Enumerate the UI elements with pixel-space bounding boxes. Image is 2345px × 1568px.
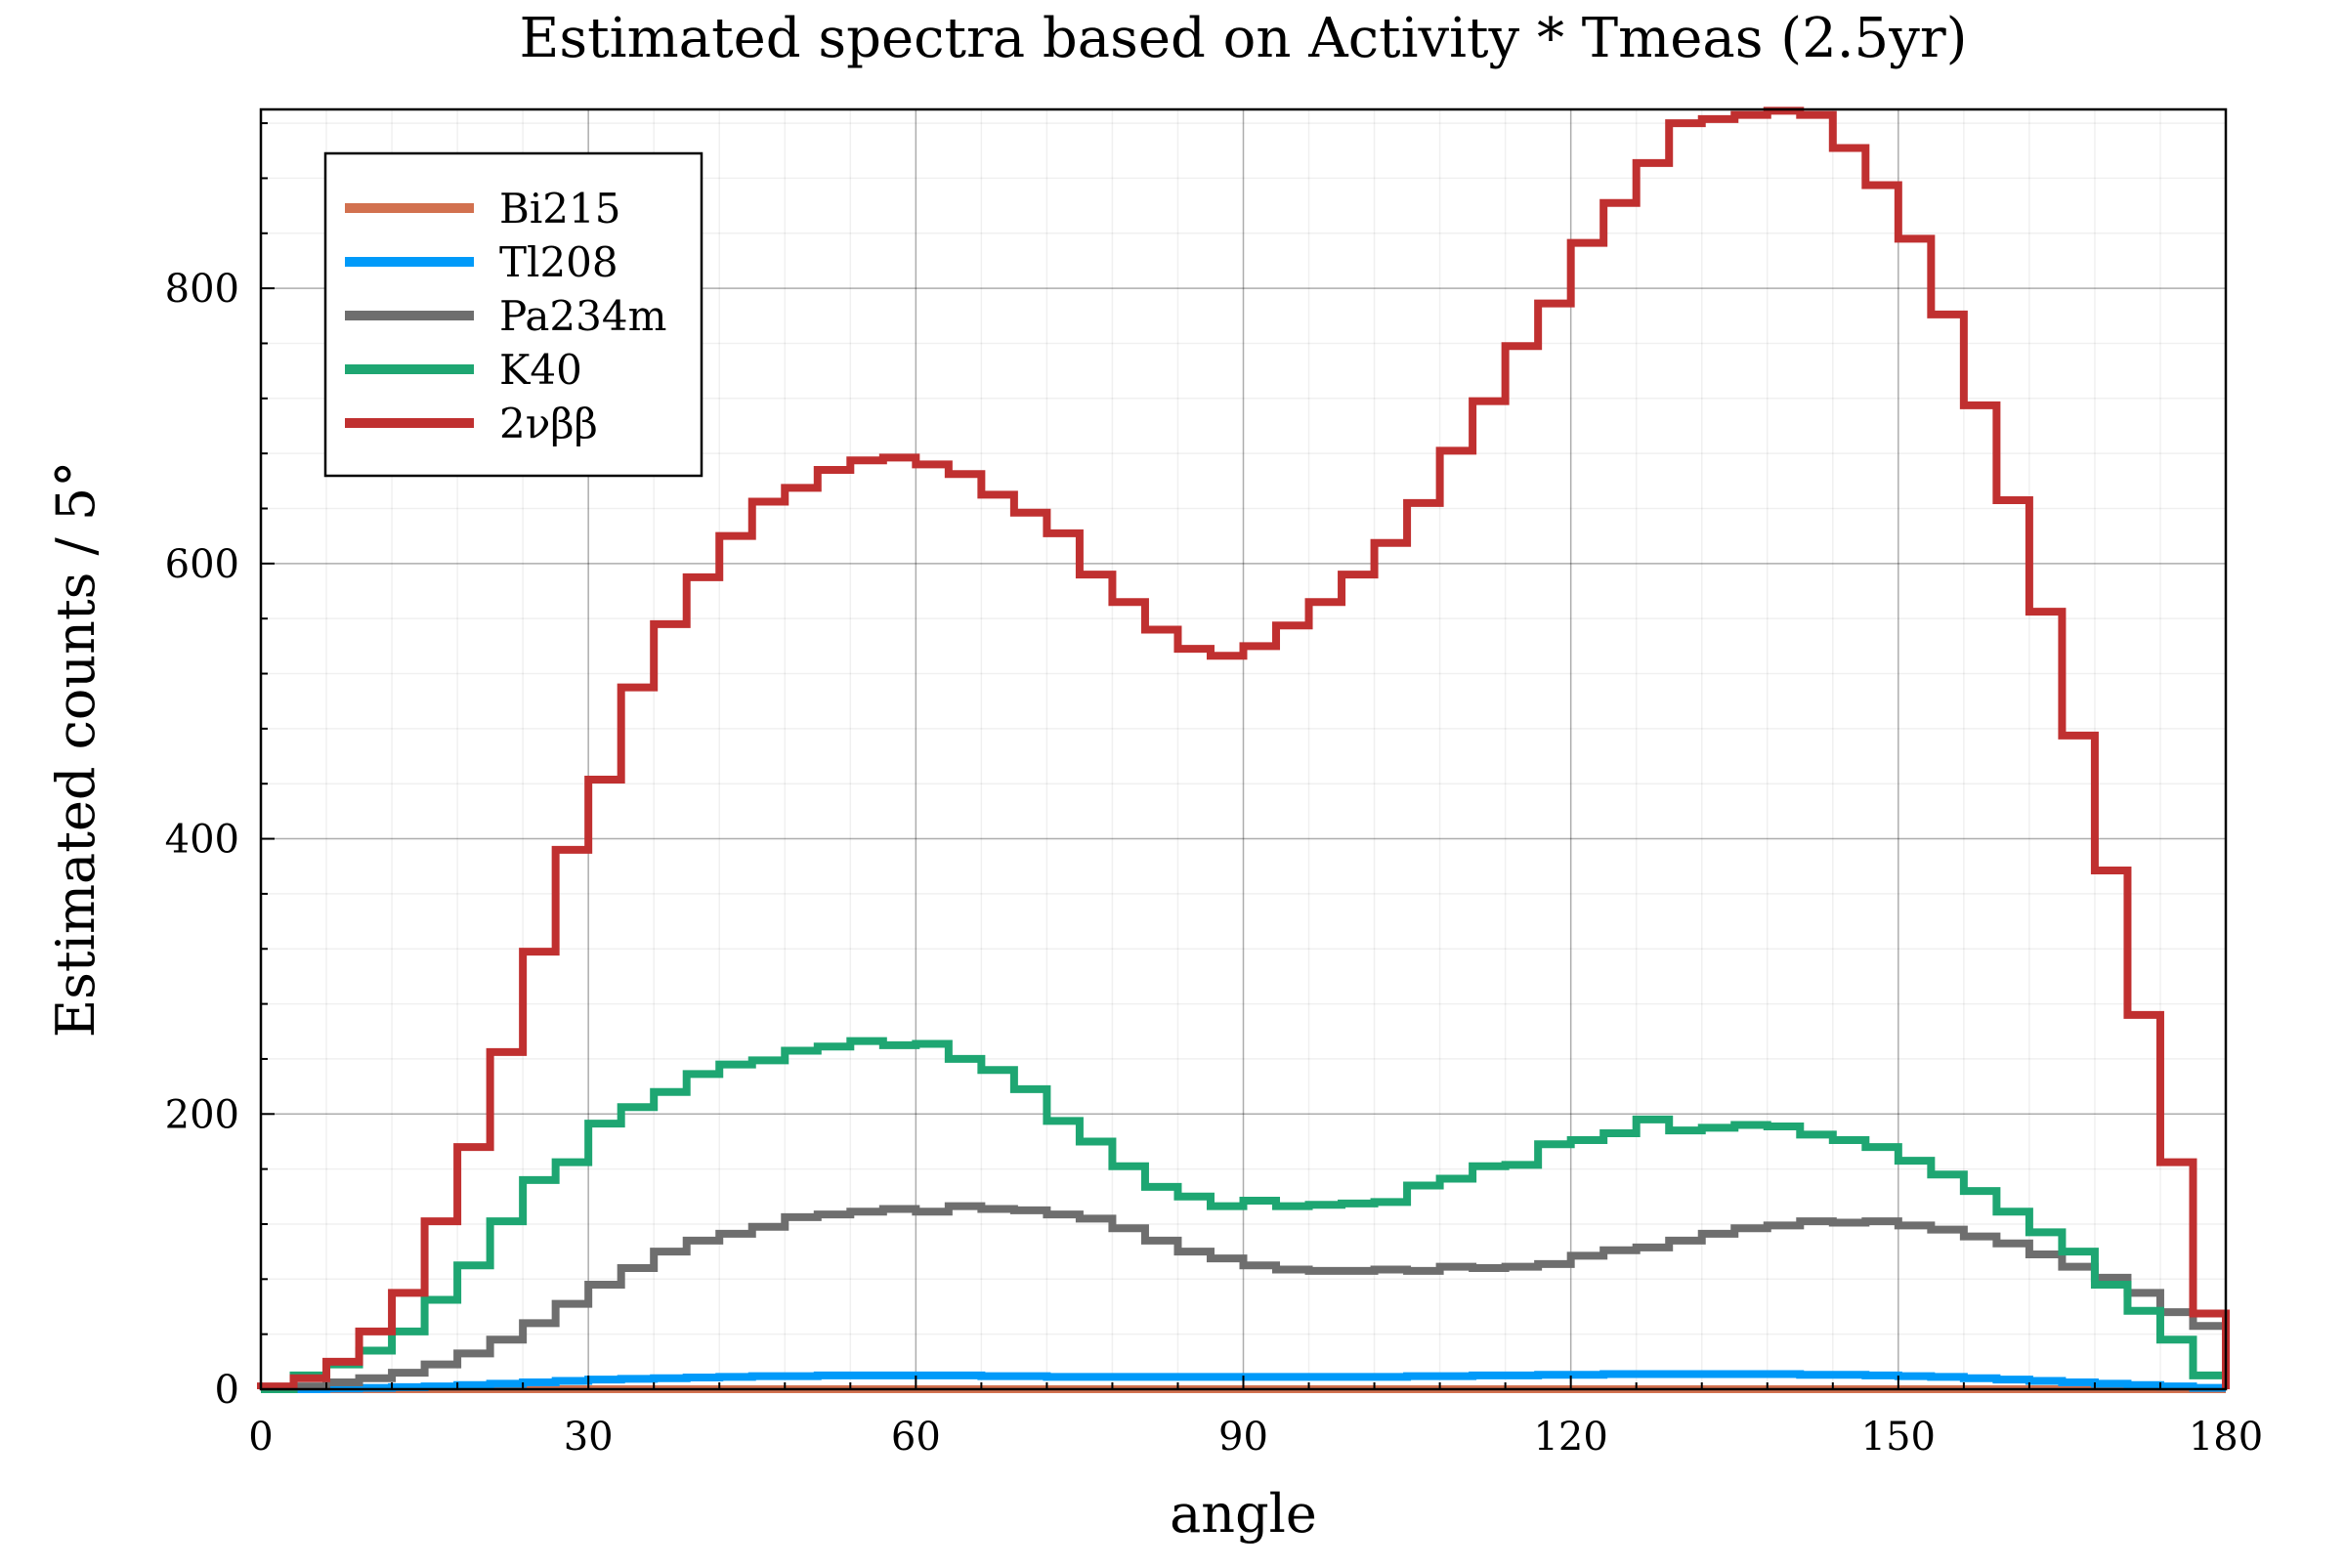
- x-tick-labels: 0 30 60 90 120 150 180: [248, 1415, 2263, 1460]
- x-axis-label: angle: [1170, 1483, 1317, 1545]
- legend-label: 2νββ: [499, 400, 598, 447]
- series-line-3: [261, 1202, 2230, 1393]
- legend-items: Bi215 Tl208 Pa234m K40 2νββ: [345, 185, 666, 447]
- y-tick-label: 0: [215, 1368, 239, 1413]
- x-tick-label: 180: [2189, 1415, 2263, 1460]
- minor-grid: [261, 109, 2226, 1389]
- legend-label: Bi215: [499, 185, 620, 233]
- legend-label: Pa234m: [499, 292, 666, 340]
- y-tick-label: 400: [165, 818, 239, 863]
- x-tick-label: 150: [1861, 1415, 1936, 1460]
- legend-label: Tl208: [499, 238, 618, 286]
- y-tick-label: 200: [165, 1092, 239, 1137]
- y-axis-label: Estimated counts / 5°: [45, 461, 107, 1038]
- x-tick-label: 60: [891, 1415, 941, 1460]
- y-tick-label: 800: [165, 267, 239, 312]
- chart-title: Estimated spectra based on Activity * Tm…: [520, 7, 1968, 70]
- x-tick-label: 120: [1533, 1415, 1607, 1460]
- x-tick-label: 30: [564, 1415, 614, 1460]
- series-line-5: [257, 106, 2230, 1391]
- axis-ticks: [260, 122, 2227, 1390]
- y-tick-labels: 0 200 400 600 800: [165, 267, 239, 1413]
- y-tick-label: 600: [165, 542, 239, 587]
- x-tick-label: 90: [1218, 1415, 1268, 1460]
- series-line-4: [261, 1037, 2230, 1393]
- legend-label: K40: [499, 346, 582, 394]
- x-tick-label: 0: [248, 1415, 273, 1460]
- legend: Bi215 Tl208 Pa234m K40 2νββ: [323, 151, 704, 478]
